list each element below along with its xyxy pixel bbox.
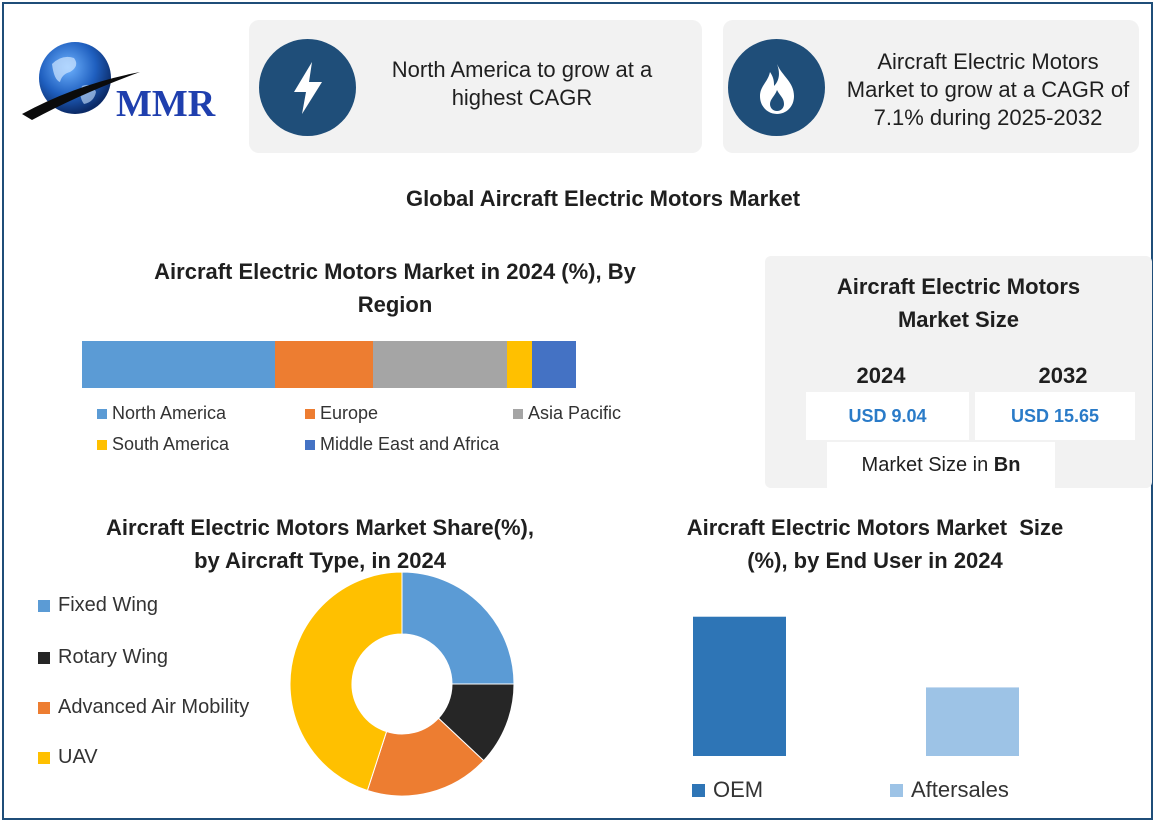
end-user-bar-chart [693, 616, 1019, 756]
legend-swatch [38, 599, 50, 612]
legend-asia-pacific: Asia Pacific [513, 403, 621, 424]
region-stacked-bar [82, 341, 576, 388]
aircraft-type-donut [289, 571, 515, 797]
region-segment-south-america [506, 341, 532, 388]
region-segment-middle-east-and-africa [531, 341, 576, 388]
legend-label: Asia Pacific [528, 403, 622, 423]
legend-swatch [38, 751, 50, 764]
card-text-line: Aircraft Electric Motors [877, 49, 1099, 74]
main-title: Global Aircraft Electric Motors Market [405, 186, 801, 211]
value-2024: USD 9.04 [806, 392, 969, 440]
legend-swatch [513, 408, 523, 419]
aircraft-type-title-line: Aircraft Electric Motors Market Share(%)… [106, 515, 534, 540]
card-text-line: 7.1% during 2025-2032 [873, 105, 1103, 130]
legend-swatch [97, 439, 107, 450]
legend-label: Europe [320, 403, 379, 423]
legend-swatch [38, 701, 50, 714]
card-text-line: Market to grow at a CAGR of [846, 77, 1130, 102]
legend-uav: UAV [38, 746, 98, 769]
cagr-region-card: North America to grow at a highest CAGR [249, 20, 702, 153]
region-segment-europe [274, 341, 374, 388]
unit-bold: Bn [993, 453, 1021, 476]
legend-advanced-air-mobility: Advanced Air Mobility [38, 696, 249, 719]
legend-swatch [305, 439, 315, 450]
legend-fixed-wing: Fixed Wing [38, 594, 158, 617]
legend-north-america: North America [97, 403, 226, 424]
aircraft-type-chart-title: Aircraft Electric Motors Market Share(%)… [60, 511, 580, 577]
cagr-market-card: Aircraft Electric Motors Market to grow … [723, 20, 1139, 153]
year-2032: 2032 [1038, 363, 1088, 388]
year-2024: 2024 [856, 363, 906, 388]
legend-oem: OEM [692, 777, 763, 803]
mmr-logo: MMR [22, 42, 216, 125]
legend-swatch [692, 783, 705, 797]
aircraft-type-title-line: by Aircraft Type, in 2024 [194, 548, 446, 573]
legend-swatch [97, 408, 107, 419]
donut-slice-uav [289, 571, 403, 792]
legend-swatch [890, 783, 903, 797]
legend-south-america: South America [97, 434, 229, 455]
donut-slice-fixed-wing [401, 571, 515, 685]
legend-label: UAV [58, 746, 98, 768]
region-chart-title: Aircraft Electric Motors Market in 2024 … [100, 255, 690, 321]
unit-prefix: Market Size in [861, 453, 994, 476]
legend-mea: Middle East and Africa [305, 434, 499, 455]
market-size-title-line: Aircraft Electric Motors [836, 274, 1081, 299]
market-size-title-line: Market Size [897, 307, 1020, 332]
svg-text:MMR: MMR [116, 83, 216, 125]
legend-label: Aftersales [911, 777, 1009, 802]
legend-swatch [38, 651, 50, 664]
market-size-unit: Market Size in Bn [827, 442, 1055, 488]
legend-label: Middle East and Africa [320, 434, 500, 454]
legend-label: North America [112, 403, 227, 423]
legend-label: South America [112, 434, 230, 454]
value-2032: USD 15.65 [975, 392, 1135, 440]
legend-europe: Europe [305, 403, 378, 424]
legend-label: Rotary Wing [58, 646, 169, 668]
legend-label: Advanced Air Mobility [58, 696, 250, 718]
region-segment-asia-pacific [373, 341, 507, 388]
end-user-title-line: (%), by End User in 2024 [747, 548, 1003, 573]
donut-slice-advanced-air-mobility [366, 717, 485, 797]
region-segment-north-america [82, 341, 275, 388]
card-text-line: North America to grow at a [391, 57, 653, 82]
lightning-icon [259, 39, 356, 136]
bar-oem [693, 616, 786, 756]
legend-label: OEM [713, 777, 764, 802]
end-user-chart-title: Aircraft Electric Motors Market Size (%)… [640, 511, 1110, 577]
card-text-line: highest CAGR [451, 85, 593, 110]
legend-aftersales: Aftersales [890, 777, 1009, 803]
region-chart-title-line: Region [357, 292, 433, 317]
region-chart-title-line: Aircraft Electric Motors Market in 2024 … [154, 259, 636, 284]
flame-icon [728, 39, 825, 136]
legend-rotary-wing: Rotary Wing [38, 646, 168, 669]
legend-label: Fixed Wing [58, 594, 159, 616]
end-user-title-line: Aircraft Electric Motors Market Size [686, 515, 1064, 540]
legend-swatch [305, 408, 315, 419]
bar-aftersales [926, 687, 1019, 756]
